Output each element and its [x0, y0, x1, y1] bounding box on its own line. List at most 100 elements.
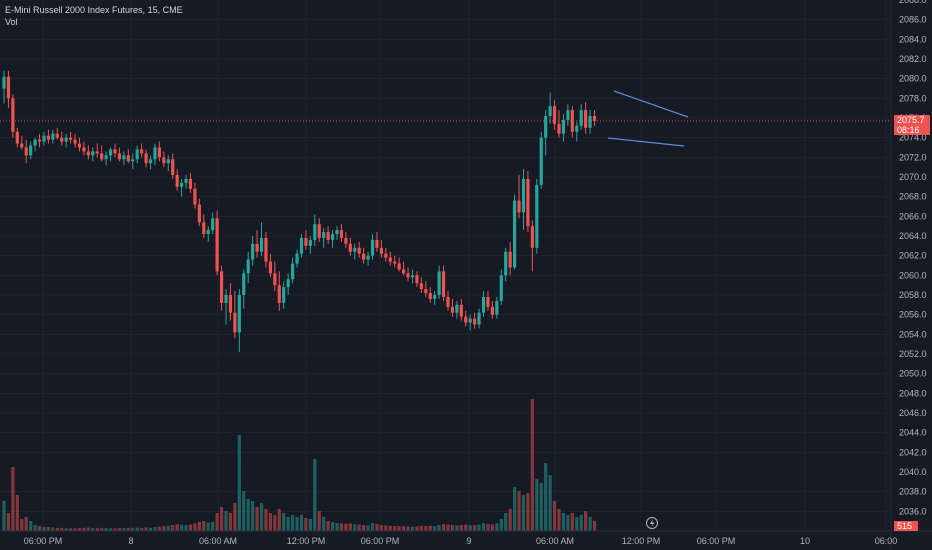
volume-bar [557, 509, 561, 531]
time-tick-label: 12:00 PM [287, 536, 326, 546]
candle-body [317, 224, 321, 238]
volume-bar [215, 513, 219, 531]
chart-legend[interactable]: E-Mini Russell 2000 Index Futures, 15, C… [5, 4, 183, 28]
volume-bar [197, 522, 201, 531]
candle-body [242, 273, 246, 295]
candle-body [477, 312, 481, 325]
volume-bar [15, 495, 19, 531]
volume-bar [251, 501, 255, 531]
volume-bar [455, 525, 459, 531]
volume-bar [415, 526, 419, 531]
candle-body [184, 178, 188, 183]
volume-bar [104, 528, 108, 531]
time-axis[interactable]: 06:00 PM 8 06:00 AM 12:00 PM 06:00 PM 9 06:00 … [24, 536, 898, 546]
time-tick-label: 8 [128, 536, 133, 546]
candle-body [308, 239, 312, 246]
candle-body [424, 289, 428, 294]
triangle-lower-trendline[interactable] [607, 137, 685, 147]
volume-bar [77, 528, 82, 531]
price-tick-label: 2052.0 [899, 349, 927, 359]
volume-bar [433, 526, 437, 531]
candlestick-series [2, 70, 597, 353]
price-tick-label: 2044.0 [899, 428, 927, 438]
price-axis[interactable]: 2088.02086.02084.02082.02080.02078.02076… [899, 0, 927, 516]
candle-body [175, 175, 179, 187]
volume-bar [468, 525, 472, 531]
symbol-title[interactable]: E-Mini Russell 2000 Index Futures, 15, C… [5, 5, 183, 15]
lightning-bolt-icon[interactable] [646, 517, 658, 529]
candle-body [335, 230, 339, 235]
volume-bar [410, 526, 415, 531]
volume-bar [277, 509, 281, 531]
last-price-value: 2075.7 [897, 114, 925, 125]
candle-body [459, 304, 463, 317]
candle-body [291, 263, 295, 280]
volume-bar [428, 525, 432, 531]
candle-body [77, 143, 82, 148]
candle-body [552, 106, 557, 124]
triangle-upper-trendline[interactable] [613, 90, 689, 118]
volume-bar [242, 491, 246, 531]
volume-bar [441, 524, 446, 531]
volume-bar [184, 525, 188, 531]
volume-bar [69, 528, 73, 531]
candle-body [584, 110, 588, 128]
candle-body [202, 222, 206, 235]
volume-bar [353, 524, 357, 531]
volume-bar [157, 526, 161, 531]
price-tick-label: 2050.0 [899, 369, 927, 379]
price-tick-label: 2056.0 [899, 310, 927, 320]
candle-body [428, 293, 432, 299]
candle-body [468, 318, 472, 323]
price-tick-label: 2048.0 [899, 388, 927, 398]
volume-bar [100, 527, 104, 531]
candle-body [535, 184, 539, 248]
candle-body [299, 237, 304, 254]
volume-indicator-label[interactable]: Vol [5, 17, 18, 27]
volume-bar [592, 520, 597, 531]
volume-bar [148, 527, 153, 531]
candle-body [282, 287, 286, 303]
volume-bar [584, 511, 588, 531]
volume-bar [344, 523, 348, 531]
volume-bar [526, 493, 530, 531]
candle-body [197, 204, 201, 223]
price-tick-label: 2036.0 [899, 506, 927, 516]
volume-bar [6, 513, 11, 531]
volume-bar [348, 523, 352, 531]
volume-bar [73, 528, 77, 531]
candle-body [188, 178, 193, 189]
candle-body [73, 139, 77, 144]
price-tick-label: 2074.0 [899, 133, 927, 143]
volume-bar [419, 526, 423, 531]
volume-bar [126, 528, 130, 531]
candle-body [157, 147, 161, 158]
volume-bar [459, 525, 463, 531]
candle-body [113, 149, 117, 154]
candle-body [6, 76, 11, 99]
candle-body [330, 234, 335, 240]
volume-bar [490, 524, 494, 531]
candle-body [313, 224, 317, 240]
candle-body [566, 110, 570, 120]
candle-body [499, 275, 503, 301]
price-tick-label: 2070.0 [899, 172, 927, 182]
volume-bar [397, 526, 401, 531]
volume-bar [264, 509, 268, 531]
candle-body [406, 273, 410, 278]
candle-body [135, 149, 139, 160]
volume-bar [375, 524, 379, 531]
volume-bar [237, 435, 241, 531]
volume-bar [268, 513, 272, 531]
volume-bar [46, 527, 50, 531]
candle-body [251, 243, 255, 260]
volume-bar [144, 527, 148, 531]
volume-bar [140, 528, 144, 531]
candle-body [268, 261, 272, 274]
time-tick-label: 06:00 AM [199, 536, 237, 546]
volume-bar [313, 459, 317, 531]
candle-body [255, 243, 259, 252]
candle-body [526, 178, 530, 227]
volume-bar [513, 487, 517, 531]
